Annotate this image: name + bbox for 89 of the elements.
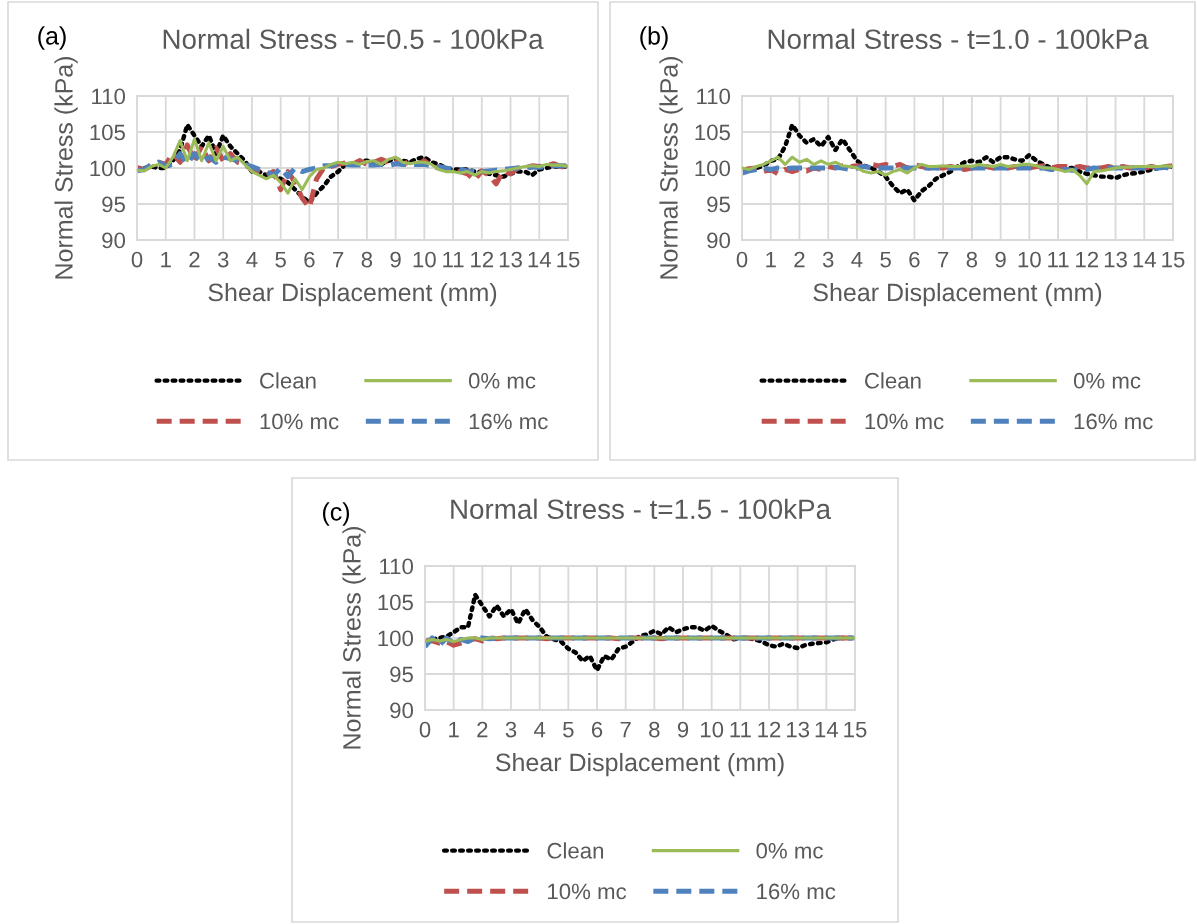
x-tick-label: 11 xyxy=(1048,251,1069,268)
x-tick-label: 4 xyxy=(246,251,258,268)
x-axis-title: Shear Displacement (mm) xyxy=(495,752,784,777)
x-tick-label: 8 xyxy=(649,721,660,738)
x-tick-label: 6 xyxy=(591,721,603,738)
y-tick-label: 90 xyxy=(707,232,731,249)
x-tick-label: 13 xyxy=(1104,251,1127,268)
legend-label: 0% mc xyxy=(1073,372,1141,389)
x-tick-label: 0 xyxy=(736,251,748,268)
line-series xyxy=(742,155,1173,186)
line-series xyxy=(137,137,568,195)
y-tick-label: 100 xyxy=(695,160,731,177)
text: (b) xyxy=(640,26,668,50)
x-tick-label: 7 xyxy=(938,251,949,268)
x-tick-label: 14 xyxy=(815,721,839,738)
x-tick-label: 12 xyxy=(1076,251,1099,268)
x-tick-label: 15 xyxy=(844,721,867,738)
text: (a) xyxy=(38,26,66,50)
legend-label: 16% mc xyxy=(469,413,548,430)
legend-label: Clean xyxy=(547,842,604,859)
y-tick-label: 105 xyxy=(378,594,413,611)
x-tick-label: 8 xyxy=(361,251,373,268)
y-tick-label: 110 xyxy=(92,88,126,105)
y-tick-label: 100 xyxy=(90,160,126,177)
y-tick-label: 95 xyxy=(390,666,413,683)
x-tick-label: 9 xyxy=(995,251,1006,268)
y-tick-label: 95 xyxy=(102,196,125,213)
x-tick-label: 0 xyxy=(131,251,143,268)
x-tick-label: 7 xyxy=(620,721,631,738)
x-tick-label: 4 xyxy=(534,721,546,738)
x-tick-label: 11 xyxy=(443,251,464,268)
x-tick-label: 10 xyxy=(701,721,724,738)
x-tick-label: 2 xyxy=(794,251,805,268)
x-tick-label: 3 xyxy=(505,721,517,738)
y-tick-label: 90 xyxy=(102,232,126,249)
y-tick-label: 110 xyxy=(697,88,731,105)
x-tick-label: 3 xyxy=(217,251,229,268)
x-tick-label: 11 xyxy=(730,721,751,738)
chart-title: Normal Stress - t=1.5 - 100kPa xyxy=(451,498,832,520)
text: (c) xyxy=(322,502,350,526)
x-tick-label: 13 xyxy=(787,721,810,738)
x-tick-label: 9 xyxy=(390,251,401,268)
x-tick-label: 4 xyxy=(851,251,863,268)
legend-label: 0% mc xyxy=(468,372,536,389)
legend-label: Clean xyxy=(260,372,316,389)
x-tick-label: 1 xyxy=(449,721,459,738)
chart-title: Normal Stress - t=1.0 - 100kPa xyxy=(768,28,1149,50)
x-tick-label: 5 xyxy=(563,721,574,738)
legend-label: 10% mc xyxy=(865,413,944,430)
y-tick-label: 110 xyxy=(380,558,414,575)
legend-label: 16% mc xyxy=(1074,413,1153,430)
x-tick-label: 2 xyxy=(477,721,488,738)
x-tick-label: 12 xyxy=(758,721,781,738)
x-tick-label: 14 xyxy=(528,251,551,268)
x-axis-title: Shear Displacement (mm) xyxy=(813,282,1102,307)
x-tick-label: 9 xyxy=(677,721,689,738)
x-tick-label: 10 xyxy=(413,251,436,268)
y-axis-title: Normal Stress (kPa) xyxy=(54,57,78,279)
legend-label: 0% mc xyxy=(756,842,823,859)
chart-title: Normal Stress - t=0.5 - 100kPa xyxy=(163,28,544,50)
y-tick-label: 105 xyxy=(90,124,125,141)
x-tick-label: 2 xyxy=(189,251,200,268)
x-tick-label: 10 xyxy=(1018,251,1041,268)
y-tick-label: 95 xyxy=(707,196,730,213)
x-tick-label: 8 xyxy=(966,251,978,268)
legend-label: 16% mc xyxy=(757,883,836,900)
x-tick-label: 5 xyxy=(880,251,891,268)
x-tick-label: 6 xyxy=(909,251,920,268)
x-tick-label: 3 xyxy=(822,251,834,268)
y-axis-title: Normal Stress (kPa) xyxy=(659,57,683,279)
y-tick-label: 100 xyxy=(378,630,414,647)
x-tick-label: 5 xyxy=(275,251,286,268)
legend-label: 10% mc xyxy=(260,413,339,430)
x-tick-label: 14 xyxy=(1133,251,1156,268)
x-tick-label: 7 xyxy=(333,251,344,268)
x-tick-label: 15 xyxy=(557,251,580,268)
y-axis-title: Normal Stress (kPa) xyxy=(342,527,366,749)
x-tick-label: 1 xyxy=(161,251,171,268)
x-tick-label: 1 xyxy=(766,251,776,268)
x-tick-label: 13 xyxy=(499,251,522,268)
y-tick-label: 105 xyxy=(695,124,730,141)
x-tick-label: 6 xyxy=(304,251,315,268)
x-axis-title: Shear Displacement (mm) xyxy=(208,282,497,307)
legend-label: Clean xyxy=(865,372,921,389)
x-tick-label: 0 xyxy=(419,721,431,738)
y-tick-label: 90 xyxy=(390,702,414,719)
x-tick-label: 15 xyxy=(1162,251,1185,268)
legend-label: 10% mc xyxy=(548,883,627,900)
x-tick-label: 12 xyxy=(471,251,494,268)
